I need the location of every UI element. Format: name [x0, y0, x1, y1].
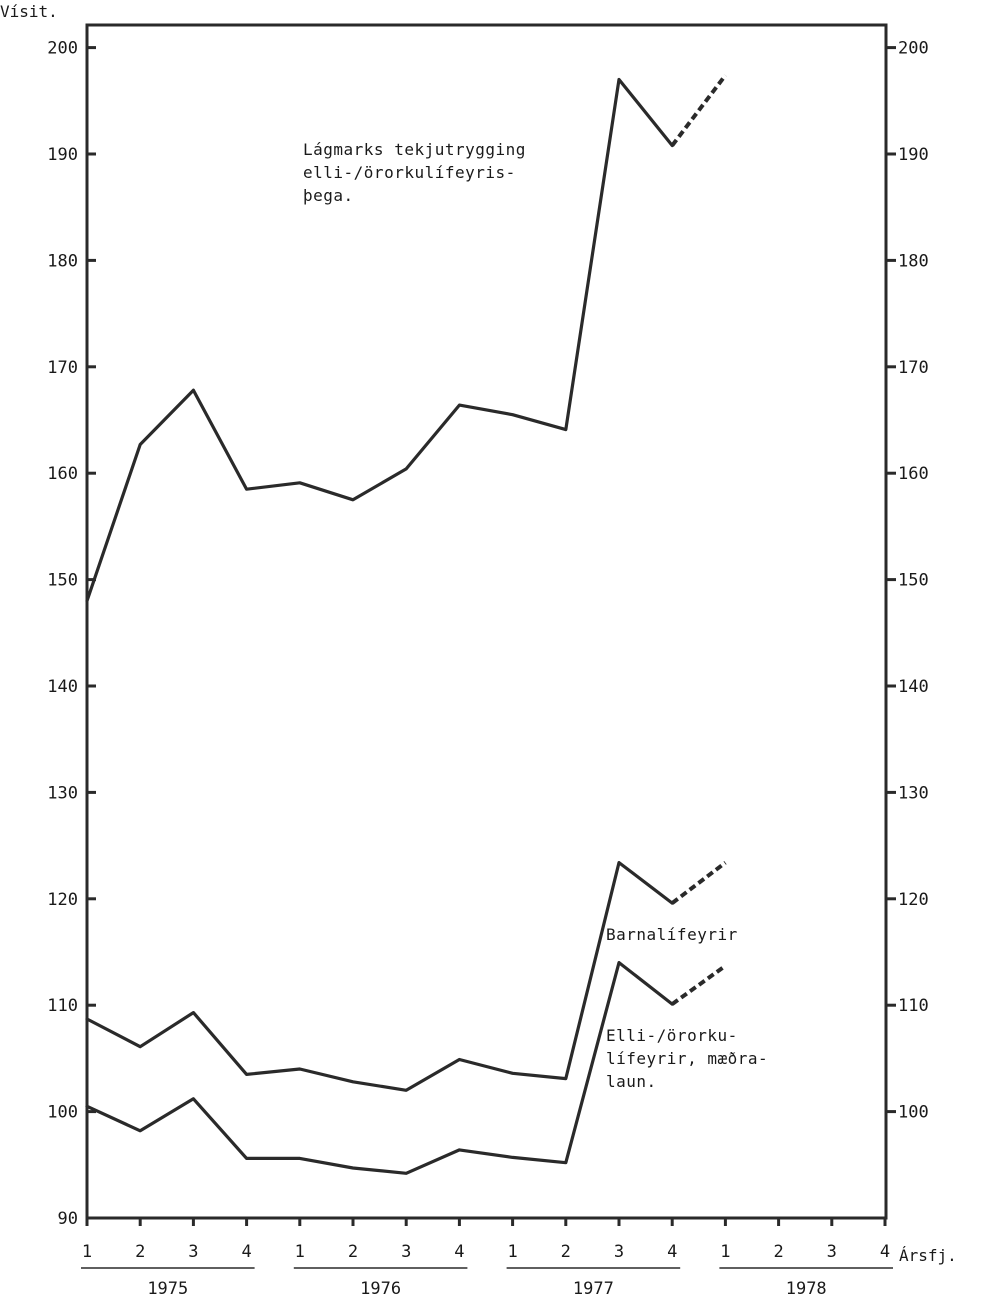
- series-label-barnalifeyrir: Barnalífeyrir: [606, 925, 738, 944]
- left-y-tick-label: 90: [58, 1209, 78, 1229]
- x-tick-label: 2: [773, 1242, 783, 1262]
- x-tick-label: 3: [614, 1242, 624, 1262]
- x-tick-label: 3: [827, 1242, 837, 1262]
- x-axis: 1 2 3 4 1 2 3 4 1 2 3 4 1 2 3 4: [82, 1218, 890, 1262]
- year-label: 1975: [147, 1279, 188, 1299]
- left-y-tick-label: 160: [47, 464, 78, 484]
- x-axis-title: Ársfj.: [899, 1246, 957, 1265]
- left-y-axis: 90 100 110 120 130 140 150 160 170 180 190 200: [47, 39, 96, 1229]
- series-projection-2: [671, 964, 727, 1006]
- left-y-tick-label: 140: [47, 677, 78, 697]
- series-projection-1: [670, 861, 727, 905]
- right-y-tick-label: 130: [898, 783, 929, 803]
- x-tick-label: 4: [454, 1242, 464, 1262]
- right-y-tick-label: 170: [898, 358, 929, 378]
- x-tick-label: 2: [135, 1242, 145, 1262]
- x-tick-label: 4: [667, 1242, 677, 1262]
- left-y-tick-label: 200: [47, 39, 78, 59]
- left-y-tick-label: 180: [47, 251, 78, 271]
- right-y-tick-label: 200: [898, 39, 929, 59]
- series-label-lagmarks: Lágmarks tekjutrygging elli-/örorkulífey…: [303, 140, 536, 205]
- series-line-0: [85, 77, 674, 603]
- year-labels: 1975 1976 1977 1978: [81, 1267, 893, 1299]
- right-y-tick-label: 190: [898, 145, 929, 165]
- x-tick-label: 1: [295, 1242, 305, 1262]
- series-line-2: [85, 960, 674, 1175]
- left-y-tick-label: 120: [47, 890, 78, 910]
- x-tick-label: 1: [720, 1242, 730, 1262]
- x-tick-label: 2: [348, 1242, 358, 1262]
- x-tick-label: 2: [561, 1242, 571, 1262]
- left-y-tick-label: 110: [47, 996, 78, 1016]
- x-tick-label: 4: [241, 1242, 251, 1262]
- x-tick-label: 1: [507, 1242, 517, 1262]
- series-projection-0: [670, 74, 727, 147]
- left-y-tick-label: 150: [47, 571, 78, 591]
- series-line-1: [85, 860, 674, 1092]
- year-label: 1978: [786, 1279, 827, 1299]
- left-y-tick-label: 190: [47, 145, 78, 165]
- right-y-tick-label: 120: [898, 890, 929, 910]
- x-tick-label: 3: [188, 1242, 198, 1262]
- right-y-axis: 100 110 120 130 140 150 160 170 180 190 200: [886, 39, 929, 1123]
- year-label: 1976: [360, 1279, 401, 1299]
- right-y-tick-label: 110: [898, 996, 929, 1016]
- right-y-tick-label: 160: [898, 464, 929, 484]
- x-tick-label: 4: [880, 1242, 890, 1262]
- x-tick-label: 3: [401, 1242, 411, 1262]
- x-tick-label: 1: [82, 1242, 92, 1262]
- series-label-ellilifeyrir: Elli-/örorku- lífeyrir, mæðra- laun.: [606, 1026, 778, 1091]
- left-y-tick-label: 100: [47, 1103, 78, 1123]
- right-y-tick-label: 150: [898, 571, 929, 591]
- year-label: 1977: [573, 1279, 614, 1299]
- right-y-tick-label: 140: [898, 677, 929, 697]
- series-layer: [85, 74, 727, 1175]
- right-y-tick-label: 180: [898, 251, 929, 271]
- right-y-tick-label: 100: [898, 1103, 929, 1123]
- y-axis-title: Vísit.: [0, 2, 58, 21]
- plot-frame: [85, 23, 888, 1220]
- left-y-tick-label: 130: [47, 783, 78, 803]
- left-y-tick-label: 170: [47, 358, 78, 378]
